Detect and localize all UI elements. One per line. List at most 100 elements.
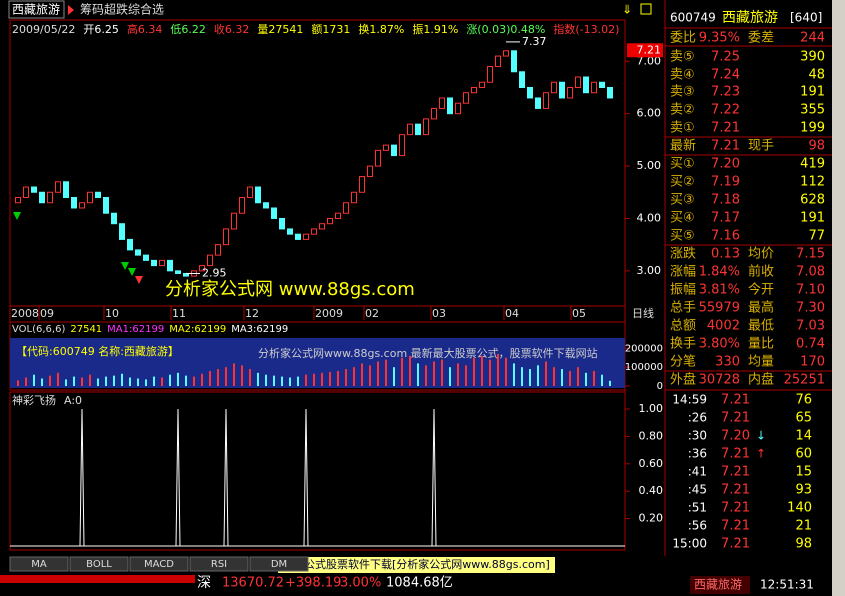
row-label: 卖① xyxy=(670,121,695,136)
candle xyxy=(319,223,325,230)
candle xyxy=(399,134,405,157)
candle xyxy=(447,97,453,115)
candle xyxy=(527,86,533,99)
candle xyxy=(471,86,477,94)
tick-time: 14:59 xyxy=(672,393,707,407)
candle xyxy=(151,259,157,267)
volume-bar xyxy=(233,363,235,386)
tick-price: 7.20 xyxy=(721,429,750,444)
formula-name[interactable]: 筹码超跌综合选 xyxy=(80,2,164,17)
row-label: 分笔 xyxy=(670,354,696,370)
candle xyxy=(543,92,549,109)
tick-price: 7.21 xyxy=(721,537,750,552)
tab[interactable] xyxy=(189,556,249,572)
current-price-box xyxy=(627,43,663,58)
candle xyxy=(415,123,421,136)
row-value: 0.13 xyxy=(711,247,740,262)
signal-spike xyxy=(223,408,229,547)
candle xyxy=(71,197,77,209)
row-label: 委比 xyxy=(670,31,696,46)
candle xyxy=(583,76,589,94)
candle xyxy=(239,197,245,214)
candle xyxy=(479,81,485,88)
row-label: 均量 xyxy=(748,355,774,370)
candle xyxy=(199,265,205,272)
tick-volume: 76 xyxy=(795,393,812,408)
row-value: 3.81% xyxy=(699,283,740,298)
tick-price: 7.21 xyxy=(721,483,750,498)
row-volume: 355 xyxy=(800,103,825,118)
candle xyxy=(231,212,237,230)
tick-price: 7.21 xyxy=(721,519,750,534)
x-tick-label: 04 xyxy=(505,307,519,320)
volume-bar xyxy=(129,377,131,386)
candle xyxy=(63,181,69,199)
tick-price: 7.21 xyxy=(721,501,750,516)
volume-bar xyxy=(457,363,459,386)
volume-bar xyxy=(569,370,571,386)
volume-bar xyxy=(145,379,147,386)
volume-bar xyxy=(57,372,59,386)
row-label: 振幅 xyxy=(670,283,696,298)
quote-field: 高6.34 xyxy=(127,22,163,36)
volume-bar xyxy=(545,361,547,386)
annotation: 7.37 xyxy=(522,35,547,48)
row-value: 330 xyxy=(715,355,740,370)
ad-banner[interactable]: 股票公式股票软件下载[分析家公式网www.88gs.com] xyxy=(282,557,550,571)
candle xyxy=(287,228,293,235)
quote-field: 涨(0.03)0.48% xyxy=(466,23,545,36)
tab[interactable] xyxy=(249,556,309,572)
volume-bar xyxy=(409,355,411,386)
row-value: 7.23 xyxy=(711,85,740,100)
candle xyxy=(423,118,429,136)
candle xyxy=(87,191,93,204)
x-tick-label: 02 xyxy=(365,307,379,320)
candle xyxy=(303,233,309,240)
candle xyxy=(367,165,373,178)
tab-label[interactable]: RSI xyxy=(211,559,227,570)
volume-bar xyxy=(497,354,499,386)
candle xyxy=(15,197,21,204)
tab[interactable] xyxy=(9,556,69,572)
x-tick-label: 日线 xyxy=(632,306,654,320)
volume-bar xyxy=(337,370,339,386)
candle xyxy=(311,228,317,235)
tab-label[interactable]: BOLL xyxy=(86,559,112,570)
row-value: 7.17 xyxy=(711,211,740,226)
volume-bar xyxy=(537,365,539,386)
tab-label[interactable]: DM xyxy=(271,559,287,570)
tick-arrow: ↑ xyxy=(756,447,766,461)
quote-field: 开6.25 xyxy=(83,23,119,36)
candle xyxy=(407,123,413,136)
volume-bar xyxy=(329,371,331,386)
row-label: 卖③ xyxy=(670,85,695,100)
tab-label[interactable]: MA xyxy=(31,559,47,570)
code: 600749 xyxy=(670,11,716,25)
status-stock-box xyxy=(690,576,750,594)
x-tick-label: 2009 xyxy=(315,307,343,320)
candle xyxy=(455,102,461,115)
tab[interactable] xyxy=(129,556,189,572)
volume-bar xyxy=(81,377,83,386)
x-tick-label: 11 xyxy=(172,307,186,320)
volume-bar xyxy=(121,373,123,386)
candle xyxy=(143,254,149,261)
window-icons[interactable]: ⇓ xyxy=(622,3,652,17)
row-value: 7.21 xyxy=(711,121,740,136)
tab[interactable] xyxy=(69,556,129,572)
volume-legend: VOL(6,6,6) xyxy=(12,324,65,335)
volume-bar xyxy=(137,378,139,386)
candle xyxy=(103,197,109,214)
y-tick-label: 3.00 xyxy=(637,264,662,277)
ad-banner-bg[interactable] xyxy=(278,557,555,573)
volume-bar xyxy=(521,367,523,386)
indicator-value: A:0 xyxy=(64,394,82,407)
tick-volume: 93 xyxy=(795,483,812,498)
x-tick-label: 10 xyxy=(105,307,119,320)
scrollbar[interactable] xyxy=(832,0,845,596)
row-label: 总额 xyxy=(670,319,696,334)
row-label: 均价 xyxy=(748,247,774,262)
tab-label[interactable]: MACD xyxy=(144,559,174,570)
row-value: 0.74 xyxy=(796,337,825,352)
row-label: 换手 xyxy=(670,337,696,352)
